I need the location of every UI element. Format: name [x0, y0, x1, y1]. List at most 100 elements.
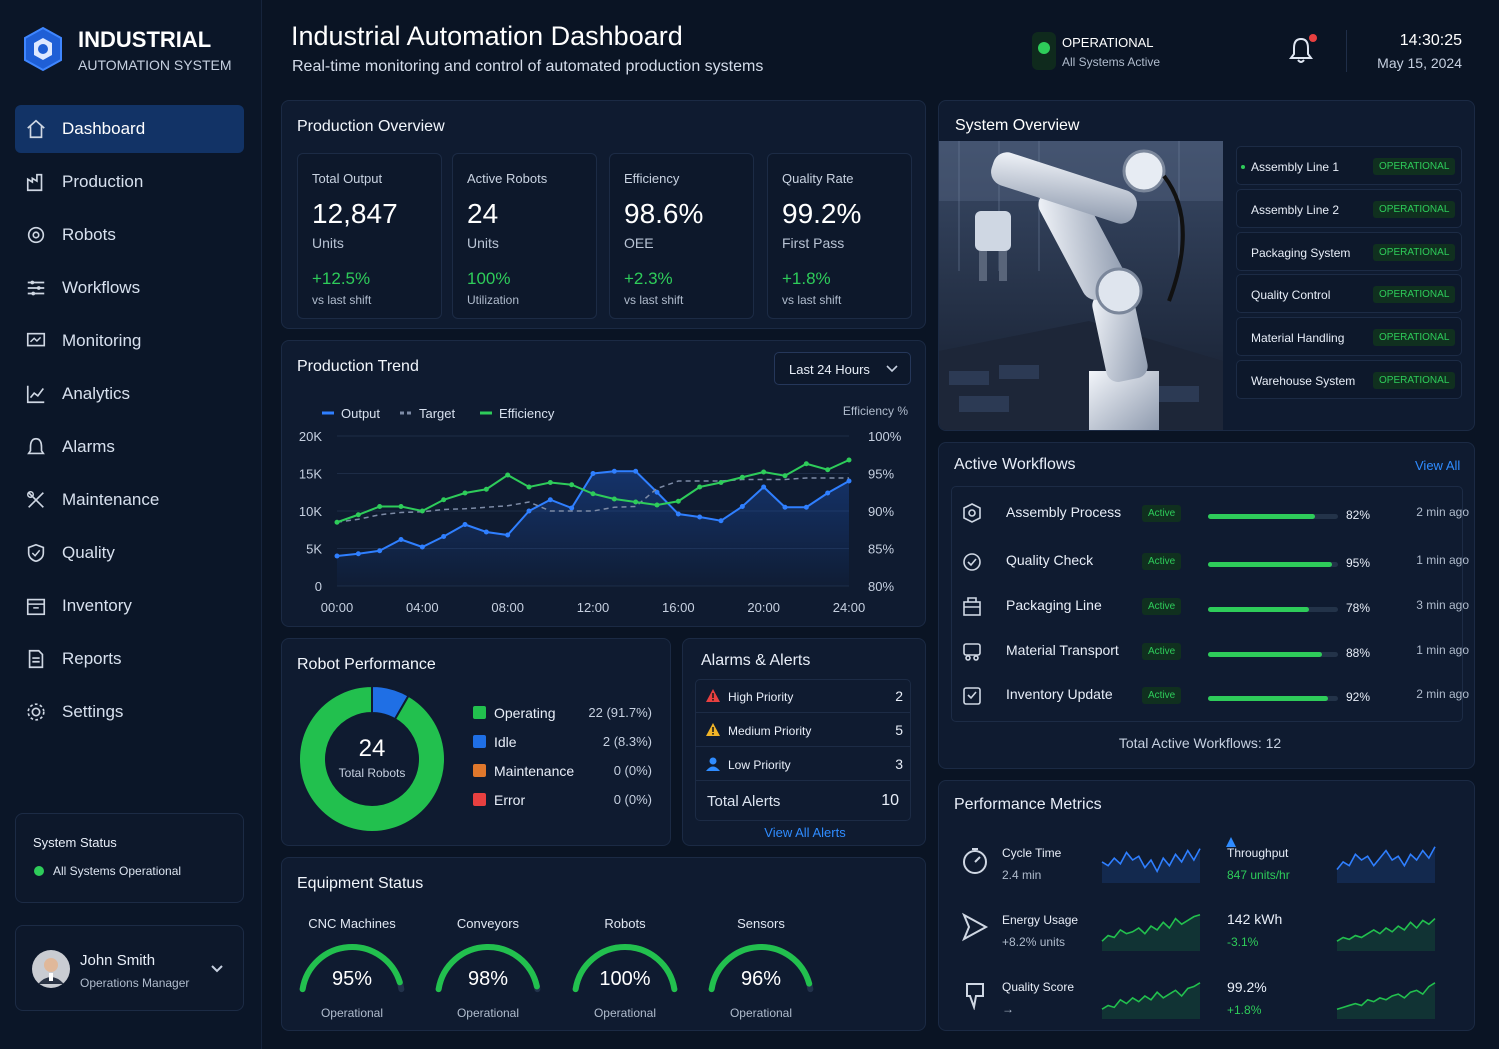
sidebar-item-quality[interactable]: Quality [15, 529, 244, 577]
sparkline-area [1337, 982, 1435, 1019]
active-workflows-title: Active Workflows [954, 456, 1076, 473]
system-status-text: All Systems Operational [53, 864, 182, 878]
system-row[interactable]: Assembly Line 1 OPERATIONAL [1236, 146, 1462, 185]
workflow-row[interactable]: Inventory Update Active 92% 2 min ago [951, 673, 1475, 717]
system-row[interactable]: Quality Control OPERATIONAL [1236, 274, 1462, 313]
alarms-title: Alarms & Alerts [701, 652, 811, 669]
data-point-output [675, 511, 681, 517]
kpi-unit: Units [467, 235, 499, 251]
kpi-unit: OEE [624, 235, 654, 251]
alarm-label: Medium Priority [728, 724, 812, 738]
metric-value: 142 kWh [1227, 911, 1283, 927]
data-point-efficiency [590, 491, 596, 497]
gauge-label: Sensors [737, 916, 785, 931]
donut-center-value: 24 [358, 735, 386, 762]
time-range-select[interactable]: Last 24 Hours [774, 352, 911, 385]
chevron-down-icon[interactable] [210, 964, 224, 974]
legend-label: Error [494, 792, 526, 808]
metric-change: -3.1% [1227, 935, 1259, 949]
data-point-efficiency [825, 467, 831, 473]
system-row[interactable]: Packaging System OPERATIONAL [1236, 232, 1462, 271]
kpi-change: +2.3% [624, 269, 673, 288]
sidebar-item-settings[interactable]: Settings [15, 688, 244, 736]
sidebar-item-analytics[interactable]: Analytics [15, 370, 244, 418]
status-badge: OPERATIONAL [1373, 372, 1456, 389]
x-tick: 04:00 [406, 600, 439, 615]
kpi-label: Efficiency [624, 171, 680, 186]
sidebar-item-monitoring[interactable]: Monitoring [15, 317, 244, 365]
system-name: Assembly Line 2 [1251, 203, 1340, 217]
sidebar-item-reports[interactable]: Reports [15, 635, 244, 683]
alarm-row[interactable]: High Priority 2 [695, 679, 911, 713]
total-alerts-label: Total Alerts [707, 793, 781, 810]
system-row[interactable]: Assembly Line 2 OPERATIONAL [1236, 189, 1462, 228]
sidebar-item-production[interactable]: Production [15, 158, 244, 206]
donut-center-label: Total Robots [338, 766, 406, 780]
data-point-efficiency [654, 502, 660, 508]
view-all-alerts-link[interactable]: View All Alerts [764, 825, 846, 840]
data-point-output [590, 471, 596, 476]
header-time: 14:30:25 [1399, 32, 1462, 49]
workflow-row[interactable]: Packaging Line Active 78% 3 min ago [951, 584, 1475, 628]
sparkline-group [1101, 846, 1436, 1019]
view-all-workflows-link[interactable]: View All [1415, 458, 1461, 473]
kpi-change: +12.5% [312, 269, 371, 288]
gear-icon [27, 703, 45, 721]
chevron-down-icon [886, 365, 898, 373]
user-card[interactable]: John Smith Operations Manager [15, 925, 244, 1011]
y-tick-right: 90% [868, 504, 894, 519]
metric-value: 847 units/hr [1227, 868, 1290, 882]
sidebar-item-dashboard[interactable]: Dashboard [15, 105, 244, 153]
sidebar-item-label: Maintenance [62, 490, 160, 509]
x-tick: 08:00 [491, 600, 524, 615]
sidebar-item-robots[interactable]: Robots [15, 211, 244, 259]
kpi-card: Active Robots 24 Units 100% Utilization [452, 153, 597, 319]
production-trend-title: Production Trend [297, 358, 419, 375]
workflow-name: Quality Check [1006, 552, 1094, 568]
data-point-output [355, 551, 361, 557]
document-icon [28, 649, 44, 669]
data-point-output [483, 529, 489, 535]
legend-swatch [473, 706, 486, 719]
sidebar-item-maintenance[interactable]: Maintenance [15, 476, 244, 524]
kpi-card: Quality Rate 99.2% First Pass +1.8% vs last … [767, 153, 912, 319]
sidebar-item-workflows[interactable]: Workflows [15, 264, 244, 312]
warning-icon [706, 689, 720, 702]
data-point-output [654, 489, 660, 495]
equipment-gauge: Conveyors 98% Operational [433, 916, 543, 1020]
alarm-row[interactable]: Medium Priority 5 [695, 713, 911, 747]
notification-bell-icon[interactable] [1287, 33, 1317, 65]
metric-value: 2.4 min [1002, 868, 1042, 882]
workflow-row[interactable]: Material Transport Active 88% 1 min ago [951, 629, 1475, 673]
status-badge: Active [1142, 643, 1182, 660]
bell-icon [27, 437, 45, 455]
legend-value: 22 (91.7%) [588, 705, 652, 720]
legend-swatch [473, 735, 486, 748]
data-point-efficiency [398, 504, 404, 509]
status-badge: OPERATIONAL [1373, 201, 1456, 218]
assembly-icon [963, 503, 981, 523]
progress-bar [1208, 562, 1338, 567]
alarm-row[interactable]: Low Priority 3 [695, 747, 911, 781]
equipment-status-card: Equipment Status CNC Machines 95% Operatio… [281, 857, 926, 1031]
page-subtitle: Real-time monitoring and control of auto… [292, 58, 764, 75]
workflow-row[interactable]: Quality Check Active 95% 1 min ago [951, 539, 1475, 583]
data-point-efficiency [718, 480, 724, 485]
system-name: Packaging System [1251, 246, 1351, 260]
sidebar-item-alarms[interactable]: Alarms [15, 423, 244, 471]
legend-value: 0 (0%) [613, 763, 652, 778]
kpi-value: 24 [467, 198, 499, 229]
gauge-status: Operational [729, 1006, 793, 1020]
y-tick-left: 10K [299, 504, 322, 519]
system-name: Quality Control [1251, 288, 1331, 302]
workflow-row[interactable]: Assembly Process Active 82% 2 min ago [951, 491, 1475, 535]
y-tick-right: 95% [868, 467, 894, 482]
production-trend-card: Production Trend Last 24 Hours 0 5K 10K 15K… [281, 340, 926, 627]
sidebar-item-inventory[interactable]: Inventory [15, 582, 244, 630]
gauge-status: Operational [456, 1006, 520, 1020]
kpi-sub: vs last shift [624, 293, 684, 307]
system-row[interactable]: Material Handling OPERATIONAL [1236, 317, 1462, 356]
operational-indicator [1032, 32, 1056, 70]
data-point-output [569, 505, 575, 511]
system-row[interactable]: Warehouse System OPERATIONAL [1236, 360, 1462, 399]
